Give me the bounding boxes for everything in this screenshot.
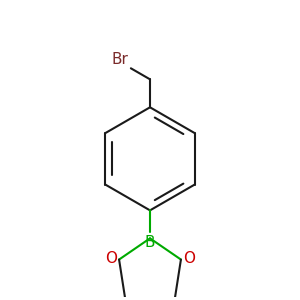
Text: O: O bbox=[105, 250, 117, 266]
Text: Br: Br bbox=[111, 52, 128, 67]
Text: B: B bbox=[145, 235, 155, 250]
Text: O: O bbox=[183, 250, 195, 266]
